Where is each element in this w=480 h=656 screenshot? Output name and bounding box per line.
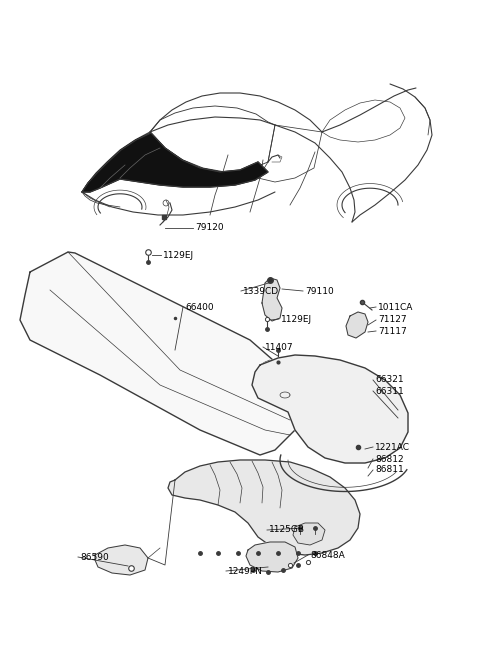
Polygon shape xyxy=(262,278,282,321)
Polygon shape xyxy=(246,542,298,572)
Text: 79120: 79120 xyxy=(195,224,224,232)
Text: 66400: 66400 xyxy=(185,302,214,312)
Text: 86812: 86812 xyxy=(375,455,404,464)
Text: 86590: 86590 xyxy=(80,552,109,562)
Polygon shape xyxy=(346,312,368,338)
Polygon shape xyxy=(293,523,325,545)
Text: 1129EJ: 1129EJ xyxy=(281,314,312,323)
Polygon shape xyxy=(95,545,148,575)
Text: 1011CA: 1011CA xyxy=(378,302,413,312)
Text: 71127: 71127 xyxy=(378,316,407,325)
Polygon shape xyxy=(82,133,268,192)
Text: 1221AC: 1221AC xyxy=(375,443,410,451)
Text: 11407: 11407 xyxy=(265,342,294,352)
Text: 86811: 86811 xyxy=(375,466,404,474)
Polygon shape xyxy=(168,460,360,555)
Text: 1125GB: 1125GB xyxy=(269,525,305,535)
Text: 79110: 79110 xyxy=(305,287,334,295)
Polygon shape xyxy=(252,355,408,463)
Polygon shape xyxy=(20,252,310,455)
Text: 66311: 66311 xyxy=(375,386,404,396)
Text: 86848A: 86848A xyxy=(310,550,345,560)
Text: 1249PN: 1249PN xyxy=(228,567,263,575)
Text: 71117: 71117 xyxy=(378,327,407,335)
Text: 66321: 66321 xyxy=(375,375,404,384)
Text: 1129EJ: 1129EJ xyxy=(163,251,194,260)
Text: 1339CD: 1339CD xyxy=(243,287,279,295)
